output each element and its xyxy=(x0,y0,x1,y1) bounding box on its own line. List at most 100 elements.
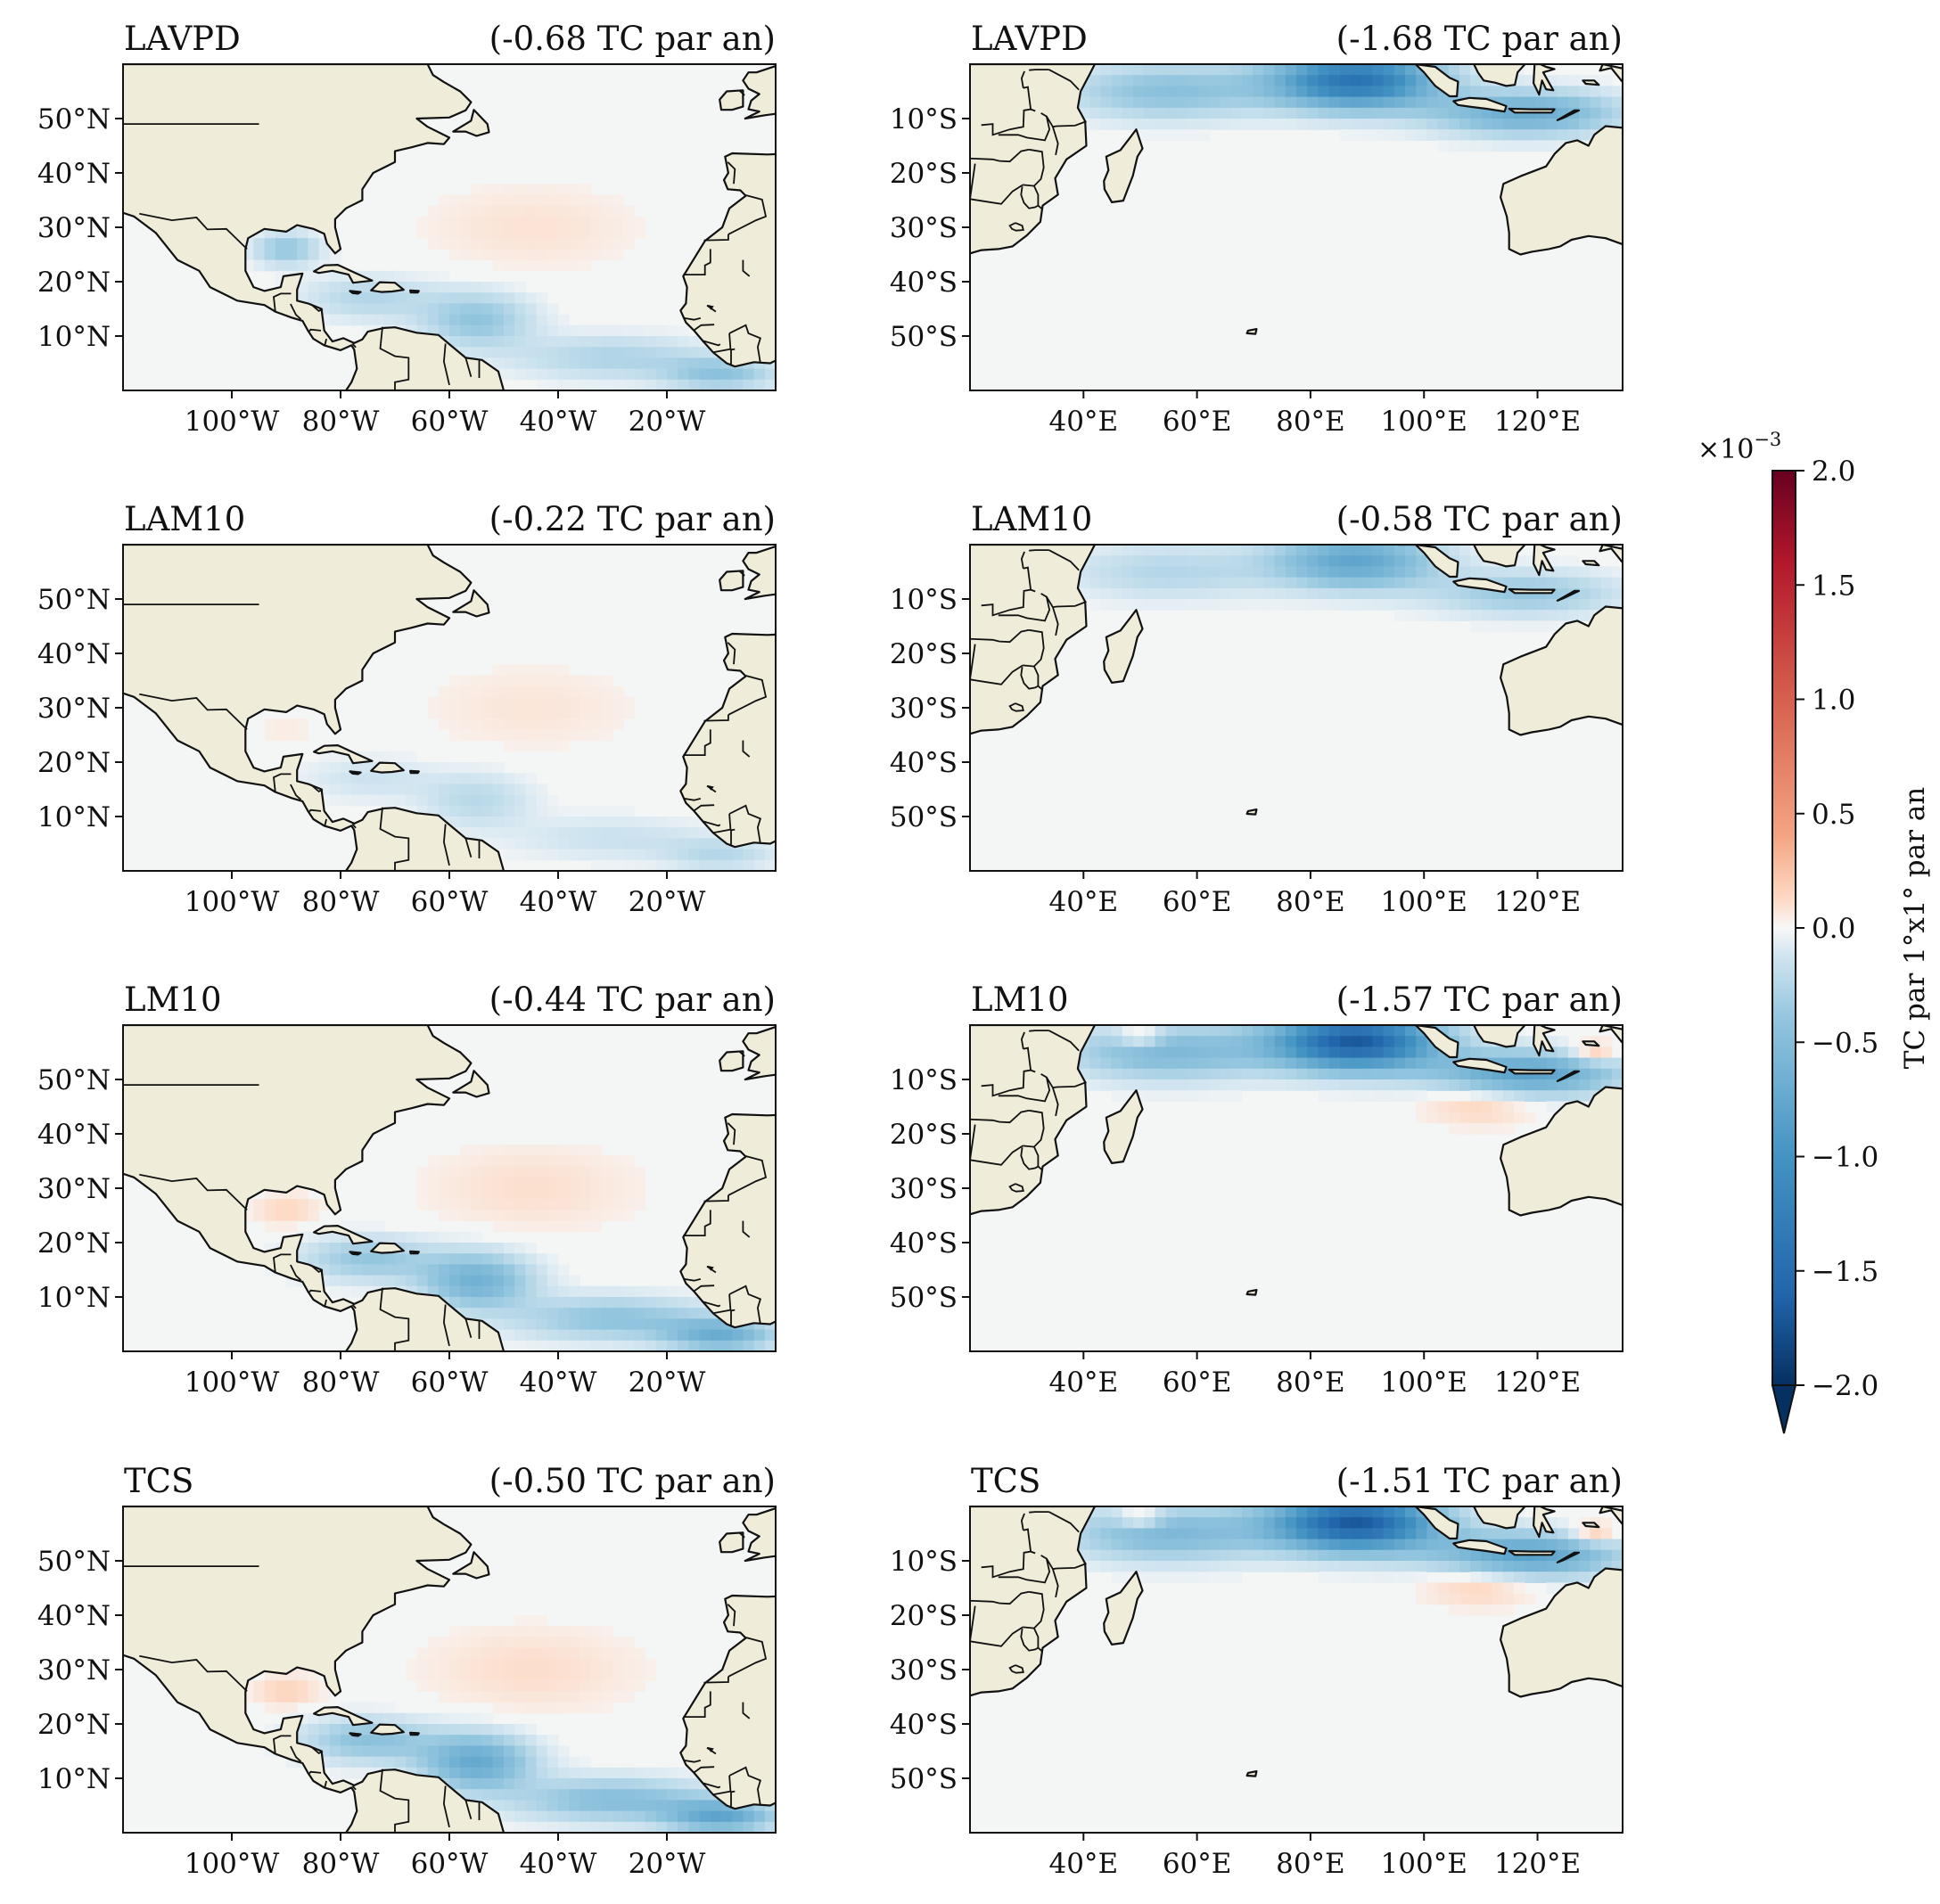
anomaly-cell xyxy=(590,379,603,390)
anomaly-cell xyxy=(514,1637,526,1649)
anomaly-cell xyxy=(525,1329,538,1342)
anomaly-cell xyxy=(449,227,461,239)
anomaly-cell xyxy=(1383,1057,1395,1070)
anomaly-cell xyxy=(1111,1506,1123,1518)
land-new-guinea xyxy=(1599,64,1623,84)
anomaly-cell xyxy=(1307,1539,1319,1551)
anomaly-cell xyxy=(416,773,429,784)
anomaly-cell xyxy=(547,1145,559,1156)
anomaly-cell xyxy=(1383,1090,1395,1102)
land-sumatra xyxy=(1397,1025,1459,1059)
anomaly-cell xyxy=(1600,587,1613,600)
anomaly-cell xyxy=(492,216,505,228)
anomaly-cell xyxy=(1285,566,1297,579)
anomaly-cell xyxy=(536,249,548,261)
anomaly-cell xyxy=(471,817,483,828)
anomaly-cell xyxy=(590,347,603,358)
anomaly-cell xyxy=(601,1670,613,1681)
anomaly-cell xyxy=(1448,599,1460,611)
anomaly-cell xyxy=(504,205,515,217)
anomaly-cell xyxy=(1525,599,1536,611)
anomaly-cell xyxy=(438,696,450,709)
anomaly-cell xyxy=(1296,1068,1308,1080)
anomaly-cell xyxy=(536,784,548,796)
anomaly-cell xyxy=(558,259,570,272)
anomaly-cell xyxy=(481,336,494,348)
anomaly-cell xyxy=(667,827,678,839)
anomaly-cell xyxy=(558,708,570,719)
anomaly-cell xyxy=(514,1789,526,1801)
anomaly-cell xyxy=(558,1329,570,1342)
anomaly-cell xyxy=(416,1253,429,1265)
anomaly-cell xyxy=(471,1145,483,1156)
anomaly-cell xyxy=(1307,1025,1319,1037)
anomaly-cell xyxy=(547,1691,559,1703)
anomaly-cell xyxy=(1285,1561,1297,1572)
anomaly-cell xyxy=(1459,129,1471,141)
anomaly-cell xyxy=(536,324,548,337)
anomaly-cell xyxy=(710,1821,722,1833)
land-kerguelen xyxy=(1245,1289,1258,1296)
country-border xyxy=(379,326,410,390)
anomaly-cell xyxy=(514,1756,526,1769)
anomaly-cell xyxy=(1372,1057,1385,1070)
anomaly-cell xyxy=(481,685,494,698)
anomaly-cell xyxy=(416,794,429,807)
anomaly-cell xyxy=(1590,107,1602,119)
country-border xyxy=(1052,120,1087,128)
anomaly-cell xyxy=(264,249,276,261)
anomaly-cell xyxy=(1525,1079,1536,1091)
anomaly-cell xyxy=(1611,1539,1623,1551)
anomaly-cell xyxy=(536,718,548,730)
anomaly-cell xyxy=(721,368,733,381)
anomaly-cell xyxy=(1416,577,1427,589)
anomaly-cell xyxy=(449,1647,461,1660)
anomaly-cell xyxy=(373,784,385,796)
anomaly-cell xyxy=(481,1199,494,1211)
anomaly-cell xyxy=(362,314,374,326)
anomaly-cell xyxy=(1437,587,1450,600)
land-borneo xyxy=(1473,545,1526,568)
country-border xyxy=(1008,702,1024,712)
anomaly-cell xyxy=(569,1778,580,1790)
anomaly-cell xyxy=(1590,96,1602,109)
anomaly-cell xyxy=(1470,1122,1482,1135)
anomaly-cell xyxy=(416,1658,429,1670)
anomaly-cell xyxy=(601,1800,613,1812)
anomaly-cell xyxy=(471,1199,483,1211)
anomaly-cell xyxy=(481,1145,494,1156)
anomaly-cell xyxy=(1285,1036,1297,1047)
anomaly-cell xyxy=(525,1297,538,1309)
anomaly-cell xyxy=(308,762,320,774)
anomaly-cell xyxy=(590,194,603,207)
anomaly-cell xyxy=(1514,1561,1525,1572)
anomaly-cell xyxy=(1514,1057,1525,1070)
anomaly-cell xyxy=(1328,1506,1341,1518)
country-border xyxy=(1008,222,1024,232)
anomaly-cell xyxy=(427,696,440,709)
anomaly-cell xyxy=(1133,119,1145,130)
anomaly-cell xyxy=(492,314,505,326)
anomaly-cell xyxy=(308,270,320,283)
anomaly-cell xyxy=(1111,75,1123,86)
anomaly-cell xyxy=(1307,86,1319,98)
anomaly-cell xyxy=(1318,1025,1330,1037)
panel-title-model: LM10 xyxy=(971,981,1069,1019)
anomaly-cell xyxy=(1339,599,1352,611)
anomaly-cell xyxy=(1393,1068,1406,1080)
anomaly-cell xyxy=(1089,1036,1101,1047)
anomaly-cell xyxy=(1339,1528,1352,1540)
land-madagascar xyxy=(1103,1571,1144,1645)
anomaly-cell xyxy=(1111,1046,1123,1059)
anomaly-cell xyxy=(1230,1528,1243,1540)
anomaly-cell xyxy=(514,817,526,828)
anomaly-cell xyxy=(1263,555,1276,567)
anomaly-cell xyxy=(525,827,538,839)
anomaly-cell xyxy=(710,1329,722,1342)
land-puerto-rico xyxy=(409,1250,420,1255)
anomaly-cell xyxy=(427,708,440,719)
anomaly-cell xyxy=(678,1297,689,1309)
anomaly-cell xyxy=(1165,577,1178,589)
anomaly-cell xyxy=(438,1199,450,1211)
map-area xyxy=(123,1506,776,1833)
